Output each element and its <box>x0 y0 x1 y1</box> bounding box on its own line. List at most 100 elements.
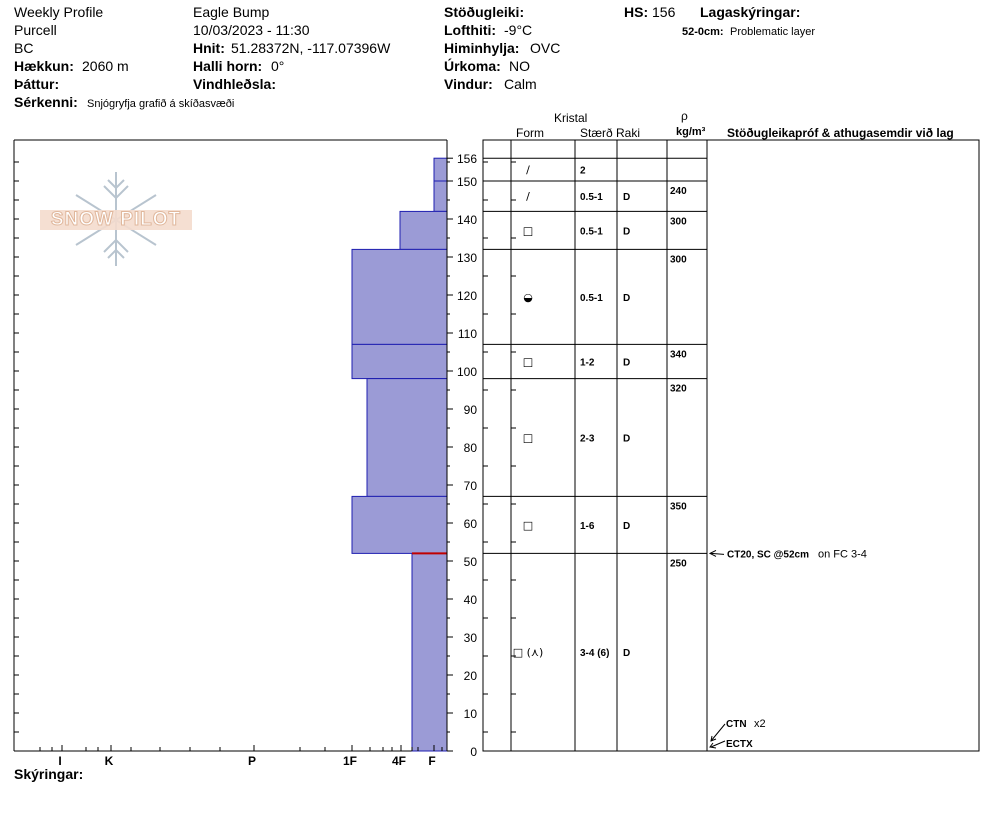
snowpilot-logo: SNOW PILOT <box>38 170 194 270</box>
depth-label-0: 0 <box>470 745 477 759</box>
layer-form-4: □ <box>523 356 533 369</box>
layer-moisture-2: D <box>623 226 630 237</box>
precip-label: Úrkoma: <box>444 58 501 74</box>
region-name: BC <box>14 40 34 56</box>
observation-datetime: 10/03/2023 - 11:30 <box>193 22 310 38</box>
layer-density-3: 300 <box>670 254 687 265</box>
test-arrow-head-1 <box>710 735 717 742</box>
test-extra-1: x2 <box>754 718 766 730</box>
layer-note-depth: 52-0cm: <box>682 26 724 38</box>
test-arrow-head-0 <box>708 549 717 557</box>
layer-density-1: 240 <box>670 186 687 197</box>
depth-label-20: 20 <box>464 669 478 683</box>
test-label-1: CTN <box>726 719 747 730</box>
tests-header: Stöðugleikapróf & athugasemdir við lag <box>727 126 954 140</box>
depth-label-110: 110 <box>458 327 477 341</box>
hardness-label-P: P <box>248 754 256 768</box>
layer-note-text: Problematic layer <box>730 26 815 38</box>
layer-density-4: 340 <box>670 349 687 360</box>
layer-table-frame <box>482 139 980 752</box>
hardness-bar-4 <box>351 343 448 380</box>
depth-label-100: 100 <box>457 365 477 379</box>
hardness-bar-7 <box>411 552 448 752</box>
form-header: Form <box>516 126 544 140</box>
test-label-2: ECTX <box>726 739 753 750</box>
moisture-header: Raki <box>616 126 641 140</box>
stability-label: Stöðugleiki: <box>444 4 525 20</box>
test-arrow-line-0 <box>710 552 725 555</box>
elevation-label: Hækkun: <box>14 58 74 74</box>
layer-density-2: 300 <box>670 216 687 227</box>
test-arrow-line-2 <box>710 740 726 748</box>
depth-label-120: 120 <box>457 289 477 303</box>
snowflake-icon <box>40 172 192 266</box>
layer-size-5: 2-3 <box>580 434 595 445</box>
test-arrow-line-1 <box>710 723 726 742</box>
hardness-bar-6 <box>351 495 448 554</box>
layer-form-6: □ <box>523 519 533 532</box>
range-name: Purcell <box>14 22 57 38</box>
layer-moisture-5: D <box>623 434 630 445</box>
density-unit: kg/m³ <box>676 126 706 138</box>
test-arrow-head-2 <box>709 742 717 749</box>
layer-form-2: □ <box>523 224 533 237</box>
layer-density-6: 350 <box>670 501 687 512</box>
slope-value: 0° <box>271 58 285 74</box>
depth-label-150: 150 <box>457 175 477 189</box>
coords-label: Hnit: <box>193 40 225 56</box>
remarks-label: Sérkenni: <box>14 94 78 110</box>
layer-density-5: 320 <box>670 384 687 395</box>
logo-text: SNOW PILOT <box>50 209 182 230</box>
wind-loading-label: Vindhleðsla: <box>193 76 276 92</box>
layer-size-6: 1-6 <box>580 521 595 532</box>
depth-label-50: 50 <box>464 555 478 569</box>
hs-label: HS: <box>624 4 649 20</box>
layer-form-7: □ (⋏) <box>513 646 544 659</box>
hardness-label-I: I <box>58 754 61 768</box>
footer-label: Skýringar: <box>14 766 84 782</box>
layer-size-2: 0.5-1 <box>580 226 603 237</box>
slope-label: Halli horn: <box>193 58 263 74</box>
layer-size-7: 3-4 (6) <box>580 648 609 659</box>
depth-label-40: 40 <box>464 593 478 607</box>
hardness-bar-3 <box>351 248 448 345</box>
layer-size-0: 2 <box>580 166 586 177</box>
layer-form-5: □ <box>523 432 533 445</box>
test-label-0: CT20, SC @52cm <box>727 549 809 560</box>
sky-value: OVC <box>530 40 561 56</box>
density-symbol: ρ <box>681 109 688 123</box>
sky-label: Himinhylja: <box>444 40 520 56</box>
layer-form-0: / <box>526 164 530 177</box>
size-header: Stærð <box>580 126 613 140</box>
hardness-bar-2 <box>399 210 448 250</box>
test-extra-0: on FC 3-4 <box>818 548 867 560</box>
depth-label-30: 30 <box>464 631 478 645</box>
depth-label-70: 70 <box>464 479 478 493</box>
depth-label-60: 60 <box>464 517 478 531</box>
hardness-label-K: K <box>105 754 114 768</box>
layer-notes-label: Lagaskýringar: <box>700 4 801 20</box>
depth-label-10: 10 <box>464 707 478 721</box>
layer-moisture-4: D <box>623 358 630 369</box>
wind-value: Calm <box>504 76 537 92</box>
depth-label-80: 80 <box>464 441 478 455</box>
layer-size-3: 0.5-1 <box>580 293 603 304</box>
layer-moisture-3: D <box>623 293 630 304</box>
depth-label-156: 156 <box>457 152 477 166</box>
hardness-bar-0 <box>433 157 448 182</box>
hardness-label-1F: 1F <box>343 754 357 768</box>
wind-label: Vindur: <box>444 76 493 92</box>
depth-label-140: 140 <box>457 213 477 227</box>
air-temp-label: Lofthiti: <box>444 22 497 38</box>
depth-label-90: 90 <box>464 403 478 417</box>
layer-moisture-1: D <box>623 192 630 203</box>
layer-size-4: 1-2 <box>580 358 595 369</box>
layer-moisture-6: D <box>623 521 630 532</box>
precip-value: NO <box>509 58 530 74</box>
hardness-bar-1 <box>433 180 448 212</box>
remarks-value: Snjógryfja grafið á skíðasvæði <box>87 98 235 110</box>
layer-form-3: ◒ <box>523 291 533 304</box>
crystal-header: Kristal <box>554 111 588 125</box>
layer-density-7: 250 <box>670 558 687 569</box>
